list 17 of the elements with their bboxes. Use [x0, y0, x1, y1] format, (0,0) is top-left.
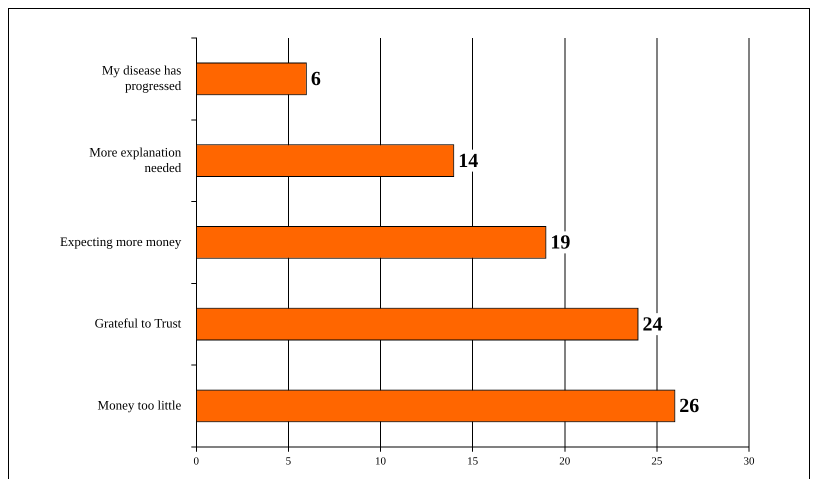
- x-tick-label: 25: [651, 455, 663, 468]
- x-tick-label: 15: [467, 455, 479, 468]
- x-tick-label: 5: [286, 455, 292, 468]
- y-tick-label: My disease has progressed: [102, 62, 182, 94]
- data-label: 24: [642, 313, 662, 336]
- data-label: 26: [679, 395, 700, 418]
- y-tick-label: Grateful to Trust: [94, 316, 182, 331]
- x-tick-label: 20: [559, 455, 571, 468]
- data-label: 14: [458, 150, 478, 172]
- x-tick-label: 10: [375, 455, 387, 468]
- x-tick-label: 30: [744, 455, 755, 468]
- y-tick-label: Expecting more money: [60, 234, 182, 249]
- x-tick-label: 0: [194, 455, 200, 468]
- y-tick-label: Money too little: [98, 397, 182, 412]
- data-label: 6: [310, 68, 321, 90]
- data-label: 19: [550, 232, 570, 254]
- y-tick-label: More explanation needed: [89, 144, 182, 175]
